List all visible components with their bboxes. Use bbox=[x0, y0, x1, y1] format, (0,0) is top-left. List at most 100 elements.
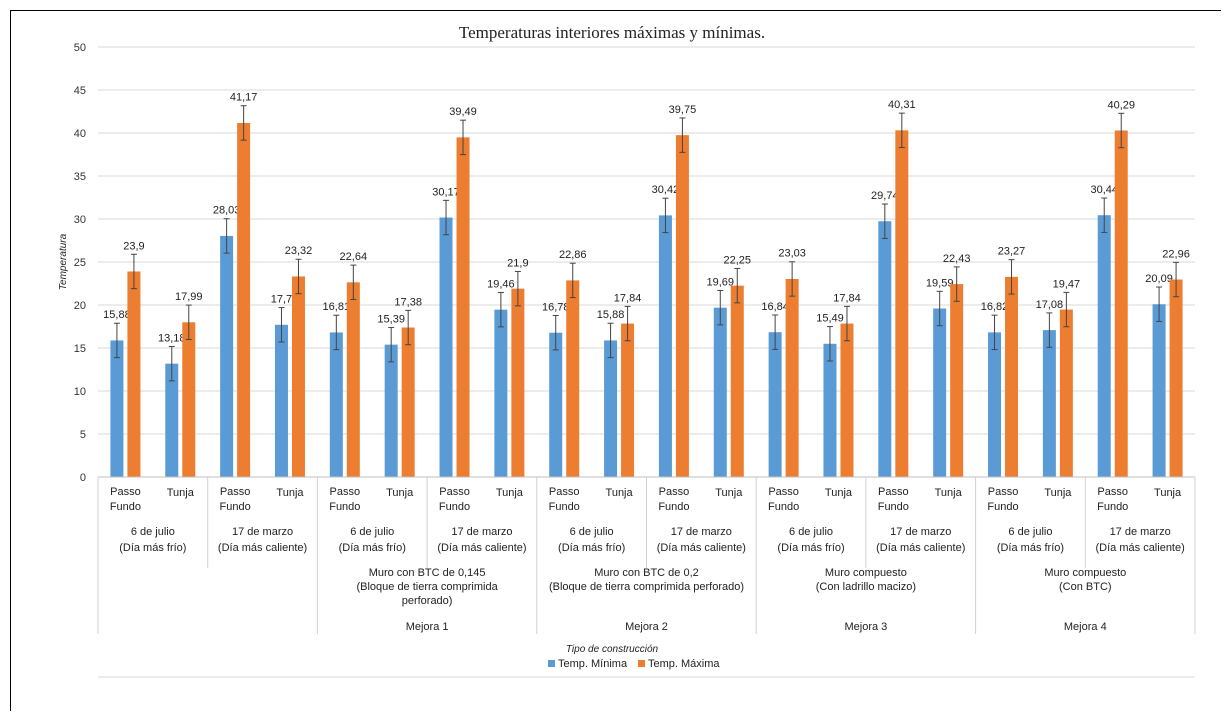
legend-label: Temp. Máxima bbox=[648, 658, 720, 670]
category-label: Passo bbox=[110, 486, 141, 498]
y-tick-label: 15 bbox=[74, 343, 86, 355]
bar-min bbox=[384, 344, 398, 477]
date-group-label: (Día más caliente) bbox=[876, 542, 965, 554]
category-label: Tunja bbox=[715, 487, 743, 499]
category-label: Fundo bbox=[1097, 501, 1128, 513]
category-label: Fundo bbox=[987, 501, 1018, 513]
bar-max bbox=[1169, 279, 1183, 477]
data-label: 22,86 bbox=[559, 249, 587, 261]
chart-title: Temperaturas interiores máximas y mínima… bbox=[459, 23, 765, 42]
bar-min bbox=[165, 363, 179, 477]
data-label: 40,31 bbox=[888, 99, 916, 111]
bar-max bbox=[785, 278, 799, 477]
bar-max bbox=[895, 130, 909, 478]
group-label: Mejora 3 bbox=[845, 621, 888, 633]
group-note-label: Muro compuesto bbox=[1044, 567, 1126, 579]
y-tick-label: 0 bbox=[80, 472, 86, 484]
data-label: 15,39 bbox=[377, 313, 405, 325]
group-note-label: Muro con BTC de 0,145 bbox=[369, 567, 486, 579]
date-group-label: 6 de julio bbox=[570, 526, 614, 538]
data-label: 17,38 bbox=[394, 296, 422, 308]
category-label: Fundo bbox=[878, 501, 909, 513]
y-tick-label: 20 bbox=[74, 300, 86, 312]
data-label: 23,27 bbox=[998, 246, 1026, 258]
data-label: 22,64 bbox=[340, 251, 368, 263]
group-note-label: Muro con BTC de 0,2 bbox=[594, 567, 699, 579]
bar-min bbox=[768, 332, 782, 477]
data-label: 23,32 bbox=[285, 245, 313, 257]
y-tick-label: 25 bbox=[74, 257, 86, 269]
group-note-label: (Bloque de tierra comprimida perforado) bbox=[549, 581, 744, 593]
category-label: Tunja bbox=[935, 487, 963, 499]
group-label: Mejora 1 bbox=[406, 621, 449, 633]
category-label: Passo bbox=[549, 486, 580, 498]
y-tick-label: 30 bbox=[74, 214, 86, 226]
data-label: 13,18 bbox=[158, 332, 186, 344]
bar-min bbox=[604, 340, 618, 477]
data-label: 28,03 bbox=[213, 205, 241, 217]
date-group-label: (Día más frío) bbox=[997, 542, 1064, 554]
legend-label: Temp. Mínima bbox=[558, 658, 628, 670]
category-label: Tunja bbox=[606, 487, 634, 499]
data-label: 16,81 bbox=[323, 301, 351, 313]
data-label: 21,9 bbox=[507, 257, 528, 269]
legend-swatch bbox=[638, 660, 645, 667]
group-note-label: (Bloque de tierra comprimida bbox=[356, 581, 498, 593]
group-note-label: Muro compuesto bbox=[825, 567, 907, 579]
category-label: Fundo bbox=[549, 501, 580, 513]
date-group-label: (Día más caliente) bbox=[437, 542, 526, 554]
bar-min bbox=[110, 340, 124, 477]
bar-min bbox=[823, 343, 837, 477]
data-label: 20,09 bbox=[1145, 273, 1173, 285]
y-tick-label: 50 bbox=[74, 42, 86, 54]
category-label: Passo bbox=[220, 486, 251, 498]
data-label: 29,74 bbox=[871, 190, 899, 202]
date-group-label: (Día más frío) bbox=[558, 542, 625, 554]
category-label: Passo bbox=[1097, 486, 1128, 498]
bar-max bbox=[237, 122, 251, 478]
bar-max bbox=[291, 276, 305, 477]
legend-swatch bbox=[548, 660, 555, 667]
bar-max bbox=[511, 288, 525, 477]
bar-min bbox=[1152, 304, 1166, 477]
data-label: 30,17 bbox=[432, 186, 460, 198]
data-label: 23,9 bbox=[123, 240, 144, 252]
bar-max bbox=[127, 271, 141, 477]
date-group-label: (Día más caliente) bbox=[1096, 542, 1185, 554]
category-label: Passo bbox=[330, 486, 361, 498]
bar-max bbox=[730, 285, 744, 477]
bar-max bbox=[346, 282, 360, 477]
bar-min bbox=[439, 217, 453, 477]
date-group-label: 17 de marzo bbox=[232, 526, 293, 538]
data-label: 22,43 bbox=[943, 253, 971, 265]
group-label: Mejora 2 bbox=[625, 621, 668, 633]
category-label: Passo bbox=[659, 486, 690, 498]
category-label: Tunja bbox=[1154, 487, 1182, 499]
group-note-label: perforado) bbox=[402, 595, 453, 607]
y-tick-label: 40 bbox=[74, 128, 86, 140]
bar-min bbox=[713, 307, 727, 477]
data-label: 15,49 bbox=[816, 313, 844, 325]
data-label: 19,69 bbox=[707, 276, 735, 288]
data-label: 23,03 bbox=[778, 248, 806, 260]
bar-max bbox=[621, 323, 635, 477]
y-tick-label: 45 bbox=[74, 85, 86, 97]
category-label: Tunja bbox=[167, 487, 195, 499]
date-group-label: (Día más frío) bbox=[777, 542, 844, 554]
date-group-label: (Día más caliente) bbox=[218, 542, 307, 554]
y-tick-label: 5 bbox=[80, 429, 86, 441]
date-group-label: 6 de julio bbox=[350, 526, 394, 538]
date-group-label: 6 de julio bbox=[789, 526, 833, 538]
category-label: Passo bbox=[768, 486, 799, 498]
bar-max bbox=[950, 284, 964, 477]
bar-min bbox=[329, 332, 343, 477]
bar-max bbox=[401, 327, 415, 477]
y-axis-title: Temperatura bbox=[58, 233, 69, 290]
category-label: Tunja bbox=[496, 487, 524, 499]
date-group-label: 17 de marzo bbox=[671, 526, 732, 538]
date-group-label: 17 de marzo bbox=[451, 526, 512, 538]
data-label: 22,96 bbox=[1162, 248, 1190, 260]
category-label: Passo bbox=[878, 486, 909, 498]
bar-max bbox=[456, 137, 470, 478]
